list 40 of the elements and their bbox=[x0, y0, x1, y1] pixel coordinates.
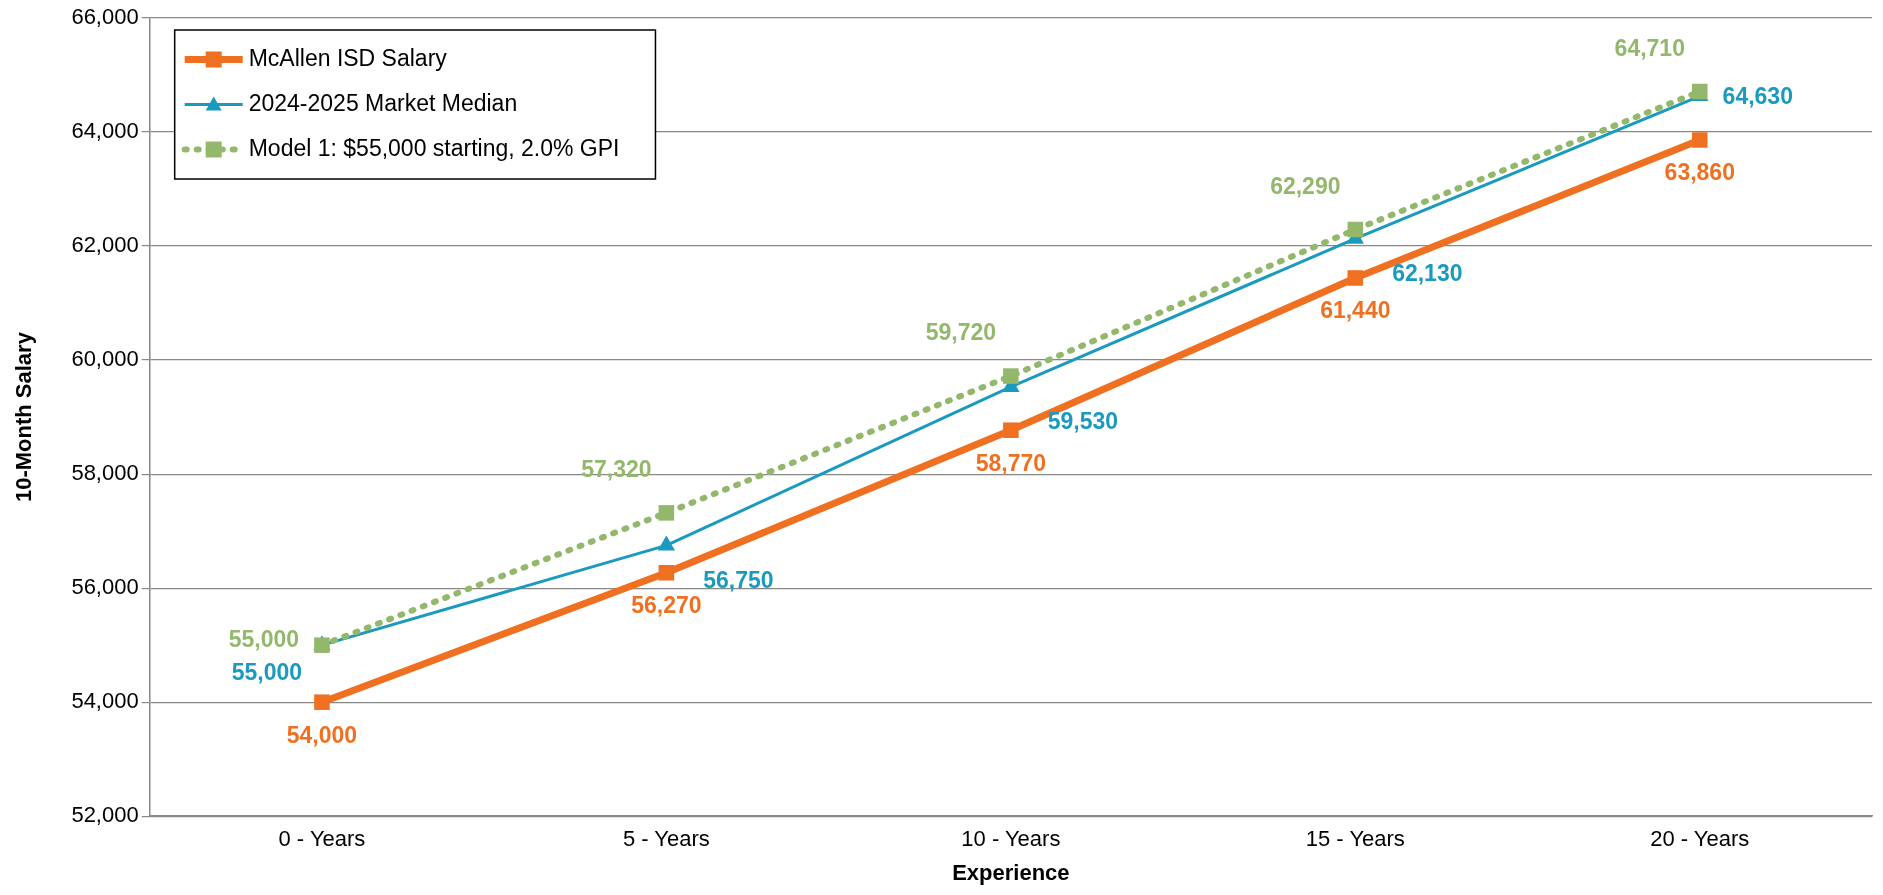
x-axis-title: Experience bbox=[952, 859, 1070, 885]
x-tick-label: 20 - Years bbox=[1650, 826, 1750, 852]
y-tick-label: 60,000 bbox=[71, 346, 139, 372]
y-tick-label: 64,000 bbox=[71, 118, 139, 144]
x-tick-label: 10 - Years bbox=[961, 826, 1061, 852]
data-label: 62,290 bbox=[1270, 172, 1341, 199]
data-label: 56,750 bbox=[703, 566, 774, 593]
data-label: 55,000 bbox=[231, 658, 303, 685]
point bbox=[314, 694, 330, 710]
y-tick-label: 62,000 bbox=[71, 232, 139, 258]
y-tick-label: 52,000 bbox=[71, 802, 139, 828]
x-tick-label: 0 - Years bbox=[278, 826, 366, 852]
y-axis-title: 10-Month Salary bbox=[11, 331, 37, 503]
data-label: 62,130 bbox=[1392, 259, 1463, 286]
data-label: 59,720 bbox=[925, 319, 997, 346]
data-label: 59,530 bbox=[1047, 408, 1119, 435]
point bbox=[1347, 221, 1364, 238]
y-tick-label: 56,000 bbox=[71, 574, 139, 600]
point bbox=[1003, 422, 1019, 438]
y-tick-label: 66,000 bbox=[71, 4, 139, 30]
y-tick-label: 58,000 bbox=[71, 460, 139, 486]
legend-label: 2024-2025 Market Median bbox=[248, 89, 518, 116]
data-label: 55,000 bbox=[228, 625, 300, 652]
point bbox=[658, 564, 675, 581]
data-label: 54,000 bbox=[286, 721, 358, 748]
point bbox=[1347, 270, 1364, 286]
x-tick-label: 5 - Years bbox=[622, 826, 710, 852]
legend-label: McAllen ISD Salary bbox=[248, 44, 448, 71]
point bbox=[1691, 132, 1708, 148]
data-label: 56,270 bbox=[631, 592, 702, 619]
data-label: 61,440 bbox=[1320, 297, 1391, 324]
data-label: 58,770 bbox=[975, 449, 1047, 476]
point bbox=[658, 505, 675, 521]
x-tick-label: 15 - Years bbox=[1305, 826, 1405, 852]
data-label: 63,860 bbox=[1664, 159, 1735, 186]
y-tick-label: 54,000 bbox=[71, 688, 139, 714]
data-label: 64,710 bbox=[1614, 34, 1685, 61]
data-label: 64,630 bbox=[1722, 83, 1793, 110]
legend-label: Model 1: $55,000 starting, 2.0% GPI bbox=[248, 134, 620, 161]
point bbox=[1003, 368, 1019, 384]
